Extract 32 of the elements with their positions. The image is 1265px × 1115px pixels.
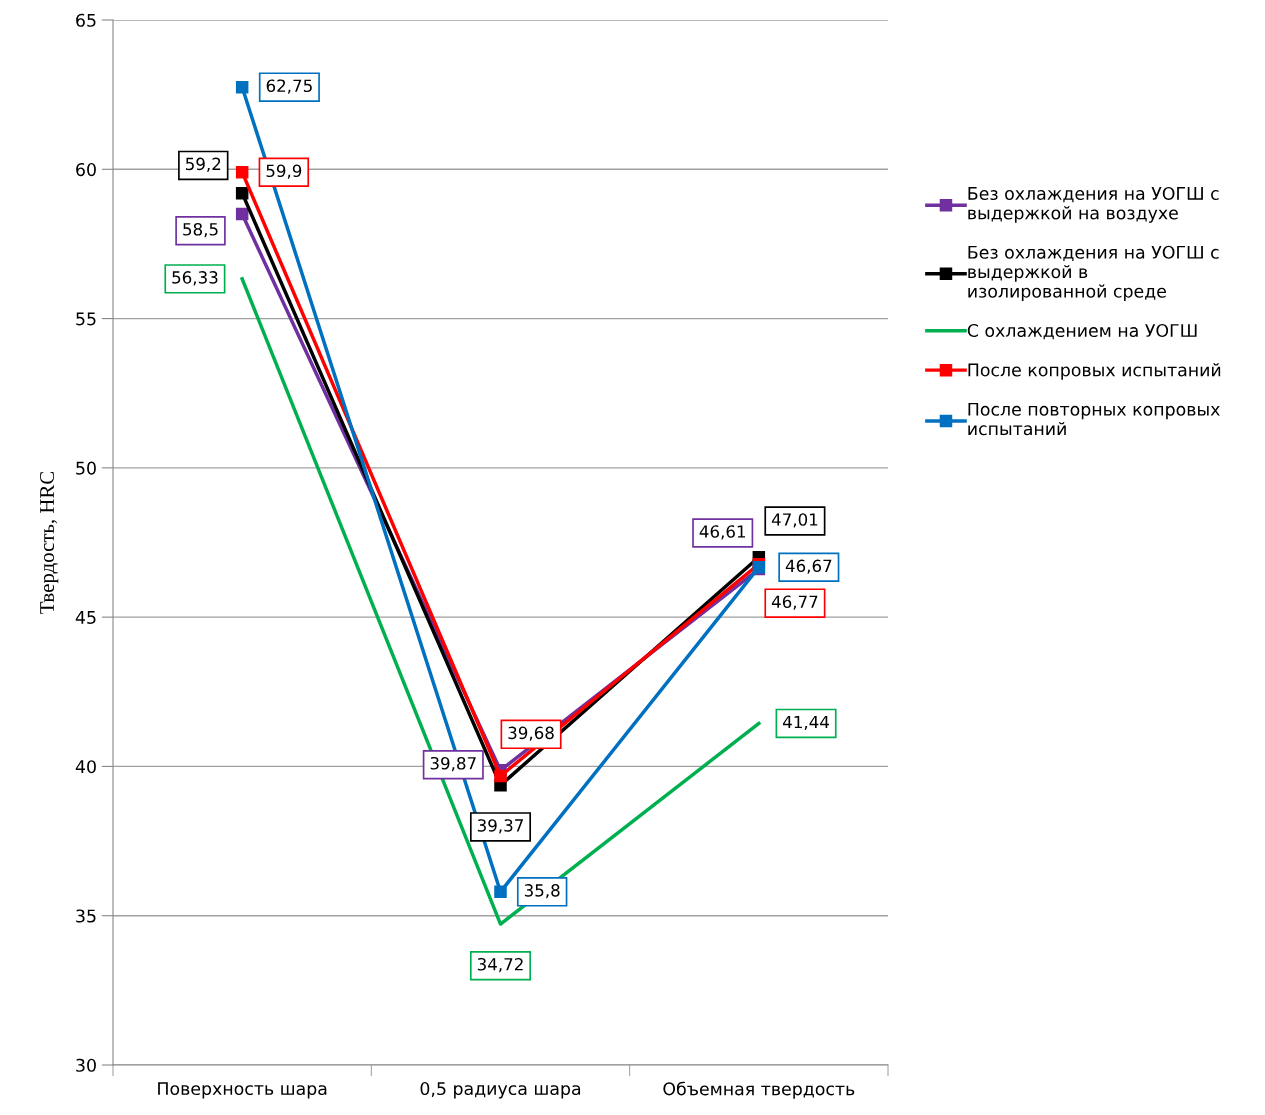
legend-label: С охлаждением на УОГШ xyxy=(967,323,1197,340)
data-label: 35,8 xyxy=(524,884,560,899)
data-label: 58,5 xyxy=(183,222,218,238)
data-label: 59,2 xyxy=(186,157,221,172)
x-tick-label: Объемная твердость xyxy=(663,1081,855,1099)
data-label: 46,67 xyxy=(785,559,832,574)
y-tick-label: 65 xyxy=(76,13,96,27)
data-label: 62,75 xyxy=(266,79,312,94)
y-tick-label: 60 xyxy=(76,163,96,177)
data-label: 59,9 xyxy=(266,164,302,179)
legend-label: Без охлаждения на УОГШ с выдержкой в изолированной среде xyxy=(968,245,1219,302)
data-label: 34,72 xyxy=(477,957,523,973)
data-label: 39,37 xyxy=(477,819,523,834)
legend-label: После копровых испытаний xyxy=(968,363,1221,380)
legend-label: Без охлаждения на УОГШ с выдержкой на воздухе xyxy=(968,186,1219,223)
data-label: 39,87 xyxy=(430,756,476,772)
legend-label: После повторных копровых испытаний xyxy=(968,402,1220,436)
y-tick-label: 40 xyxy=(75,760,96,774)
data-label: 46,61 xyxy=(699,525,746,540)
data-label: 47,01 xyxy=(771,513,818,528)
y-tick-label: 50 xyxy=(76,461,96,475)
data-label: 41,44 xyxy=(783,715,829,730)
y-tick-label: 45 xyxy=(75,611,96,624)
x-tick-label: Поверхность шара xyxy=(158,1082,327,1099)
data-label: 56,33 xyxy=(172,271,218,286)
y-tick-label: 35 xyxy=(76,909,96,923)
y-tick-label: 30 xyxy=(76,1058,96,1072)
y-tick-label: 55 xyxy=(76,312,96,326)
data-label: 39,68 xyxy=(508,726,554,741)
data-label: 46,77 xyxy=(771,595,818,610)
y-axis-title: Твердость, HRC xyxy=(40,471,59,614)
x-tick-label: 0,5 радиуса шара xyxy=(420,1081,581,1099)
